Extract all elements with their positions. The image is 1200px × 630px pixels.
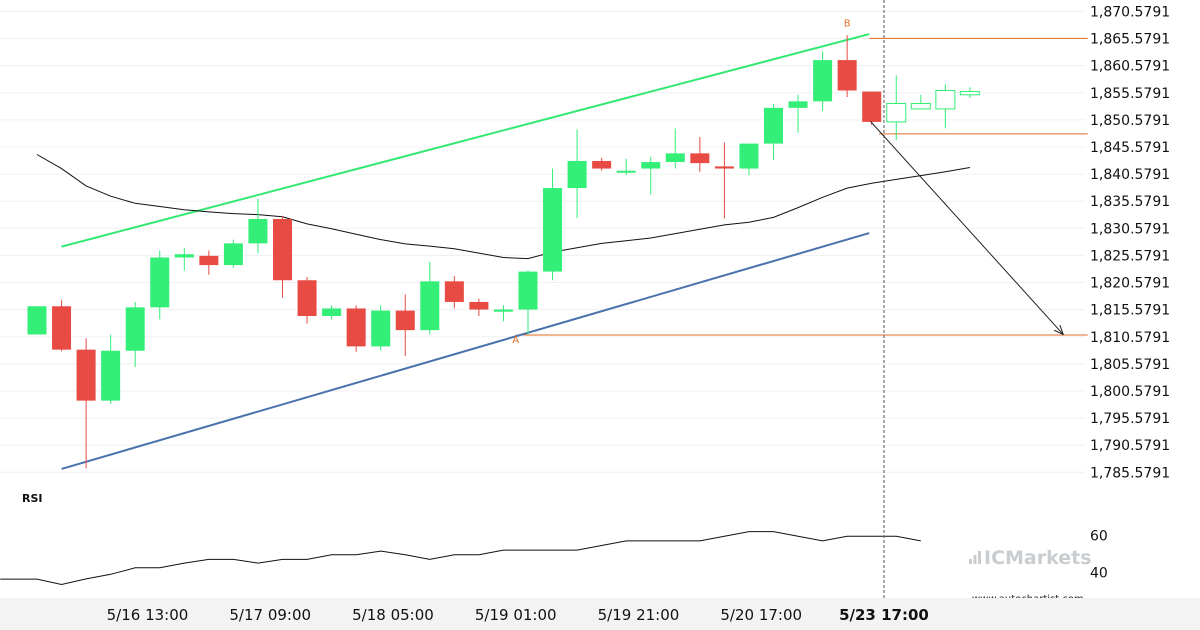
candle-body [567,160,587,189]
time-tick-label: 5/23 17:00 [839,606,929,624]
price-tick-label: 1,810.5791 [1090,330,1170,346]
price-tick-label: 1,855.5791 [1090,86,1170,102]
price-tick-label: 1,800.5791 [1090,384,1170,400]
price-tick-label: 1,830.5791 [1090,221,1170,237]
price-axis: 1,870.5791 1,865.5791 1,860.5791 1,855.5791… [1090,4,1170,481]
candle-body [592,160,612,169]
price-tick-label: 1,790.5791 [1090,438,1170,454]
candle-body [346,308,366,347]
price-tick-label: 1,825.5791 [1090,248,1170,264]
rsi-line [0,531,921,586]
brand-logo-icon [969,551,981,564]
horizontal-levels [515,37,1088,336]
candle-body [739,143,759,169]
candle-body [665,153,685,163]
candle-body [420,281,440,331]
candle-body [837,60,857,91]
brand-watermark: ICMarkets [984,547,1092,569]
candle-body [764,107,783,144]
candle-body [641,162,661,169]
candle-body [862,91,882,122]
time-tick-label: 5/19 01:00 [475,606,557,624]
candle-body [935,89,956,110]
candle-body [150,257,170,308]
rsi-panel: RSI 60 40 [0,492,1108,586]
candle-body [125,307,145,351]
candle-body [76,349,96,401]
grid [0,10,1085,473]
time-tick-label: 5/20 17:00 [720,606,802,624]
candle-body [52,306,72,350]
candle-body [223,243,243,266]
candle-body [493,309,513,312]
candle-body [101,350,121,401]
price-tick-label: 1,845.5791 [1090,140,1170,156]
price-tick-label: 1,865.5791 [1090,32,1170,48]
time-tick-label: 5/17 09:00 [229,606,311,624]
price-tick-label: 1,835.5791 [1090,194,1170,210]
candles [27,35,980,469]
candle-body [886,102,907,123]
price-tick-label: 1,785.5791 [1090,465,1170,481]
price-tick-label: 1,815.5791 [1090,303,1170,319]
price-tick-label: 1,870.5791 [1090,4,1170,20]
moving-average [36,154,970,260]
moving-average-line [36,154,970,260]
candle-body [518,271,538,310]
time-axis-background [0,598,1200,630]
time-tick-label: 5/18 05:00 [352,606,434,624]
price-tick-label: 1,850.5791 [1090,113,1170,129]
forecast-arrow-line [870,121,1064,335]
candle-body [444,281,464,302]
rsi-tick-label: 60 [1090,528,1108,544]
candle-body [714,166,734,169]
candle-body [371,310,391,347]
rsi-title: RSI [22,492,43,505]
candle-body [469,301,489,310]
time-tick-label: 5/16 13:00 [107,606,189,624]
candle-body [27,306,47,335]
point-label: A [512,335,519,346]
time-tick-label: 5/19 21:00 [598,606,680,624]
point-label: B [844,18,851,29]
candle-body [199,255,219,266]
forecast-arrowhead-icon [1053,324,1065,336]
rsi-tick-label: 40 [1090,565,1108,581]
price-tick-label: 1,820.5791 [1090,276,1170,292]
candle-body [174,254,194,258]
channel-lower-line [61,232,870,470]
candle-body [616,170,636,173]
annotations: AB [512,0,1065,598]
candle-body [813,60,833,102]
candle-body [248,218,268,244]
candle-body [543,188,563,272]
candle-body [322,308,342,317]
candle-body [959,91,980,96]
price-tick-label: 1,795.5791 [1090,411,1170,427]
candle-body [273,218,292,281]
candle-body [788,101,808,108]
candle-body [690,153,710,164]
price-tick-label: 1,860.5791 [1090,59,1170,75]
candle-body [297,280,317,317]
time-axis: 5/16 13:00 5/17 09:00 5/18 05:00 5/19 01:00… [0,598,1200,630]
price-tick-label: 1,805.5791 [1090,357,1170,373]
price-tick-label: 1,840.5791 [1090,167,1170,183]
candle-body [910,102,931,110]
candle-body [395,310,415,331]
